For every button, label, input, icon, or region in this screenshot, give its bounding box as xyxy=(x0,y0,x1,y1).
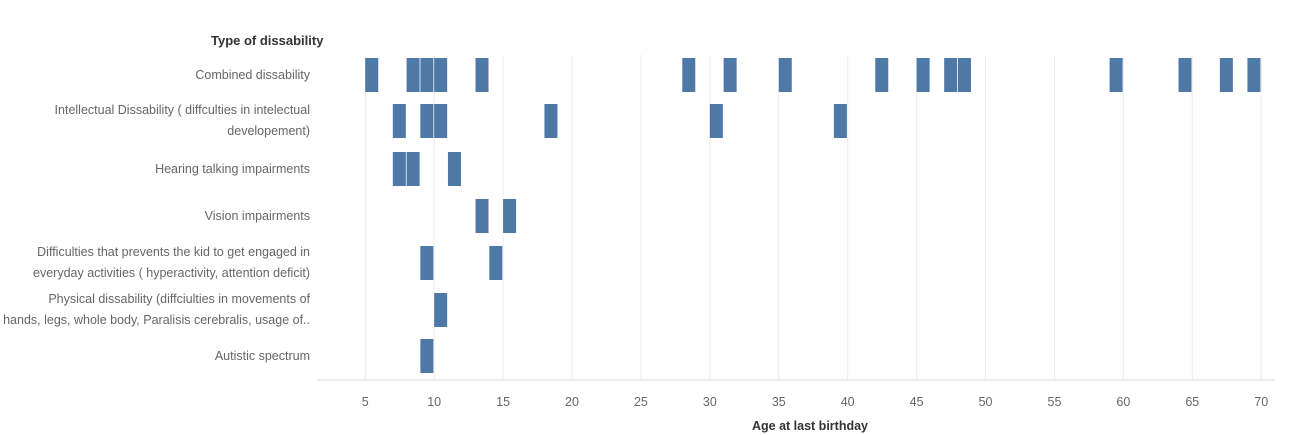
data-mark xyxy=(723,58,737,92)
data-mark xyxy=(1219,58,1233,92)
data-mark xyxy=(1178,58,1192,92)
data-mark xyxy=(544,104,558,138)
data-mark xyxy=(434,58,448,92)
row-label: Combined dissability xyxy=(195,67,310,82)
data-mark xyxy=(1247,58,1261,92)
data-mark xyxy=(489,246,503,280)
data-mark xyxy=(434,104,448,138)
x-tick-label: 10 xyxy=(427,395,441,409)
data-mark xyxy=(778,58,792,92)
x-tick-label: 40 xyxy=(841,395,855,409)
x-tick-label: 55 xyxy=(1048,395,1062,409)
x-tick-label: 45 xyxy=(910,395,924,409)
data-mark xyxy=(503,199,517,233)
data-mark xyxy=(365,58,379,92)
row-label: Autistic spectrum xyxy=(214,348,310,363)
x-tick-label: 25 xyxy=(634,395,648,409)
x-tick-label: 15 xyxy=(496,395,510,409)
row-label: Difficulties that prevents the kid to ge… xyxy=(33,245,310,280)
data-mark xyxy=(944,58,958,92)
x-tick-label: 65 xyxy=(1185,395,1199,409)
x-axis-title: Age at last birthday xyxy=(752,419,868,433)
row-label: Intellectual Dissability ( diffculties i… xyxy=(54,103,310,138)
data-mark xyxy=(392,152,406,186)
data-mark xyxy=(1109,58,1123,92)
data-mark xyxy=(709,104,723,138)
data-mark xyxy=(406,58,420,92)
data-mark xyxy=(475,58,489,92)
data-mark xyxy=(916,58,930,92)
x-tick-label: 70 xyxy=(1254,395,1268,409)
data-mark xyxy=(420,246,434,280)
data-mark xyxy=(475,199,489,233)
data-mark xyxy=(957,58,971,92)
data-mark xyxy=(392,104,406,138)
data-mark xyxy=(420,339,434,373)
data-mark xyxy=(682,58,696,92)
data-mark xyxy=(447,152,461,186)
row-axis-header: Type of dissability xyxy=(211,33,324,48)
data-mark xyxy=(434,293,448,327)
data-mark xyxy=(875,58,889,92)
data-mark xyxy=(406,152,420,186)
data-mark xyxy=(420,104,434,138)
x-tick-label: 35 xyxy=(772,395,786,409)
row-label: Physical dissability (diffciulties in mo… xyxy=(3,292,310,327)
x-tick-label: 30 xyxy=(703,395,717,409)
data-mark xyxy=(420,58,434,92)
x-tick-label: 50 xyxy=(979,395,993,409)
row-label: Vision impairments xyxy=(204,208,310,223)
x-tick-label: 60 xyxy=(1116,395,1130,409)
row-label: Hearing talking impairments xyxy=(155,161,310,176)
x-tick-label: 20 xyxy=(565,395,579,409)
x-tick-label: 5 xyxy=(362,395,369,409)
data-mark xyxy=(833,104,847,138)
